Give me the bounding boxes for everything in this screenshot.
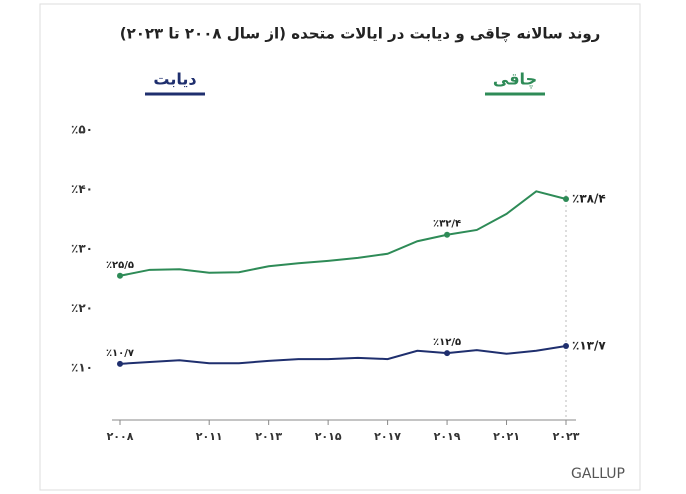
point bbox=[117, 272, 123, 279]
series-line bbox=[119, 190, 567, 277]
frame bbox=[39, 3, 641, 491]
point bbox=[444, 350, 451, 357]
point bbox=[563, 196, 569, 203]
x-tick-label: ۲۰۱۱ bbox=[196, 430, 223, 443]
data-label: ٪۱۳/۷ bbox=[572, 338, 606, 352]
x-tick-label: ۲۰۰۸ bbox=[107, 430, 134, 443]
legend-label: دیابت bbox=[153, 70, 196, 89]
point bbox=[563, 342, 569, 349]
point bbox=[444, 231, 451, 238]
y-tick-label: ٪۳۰ bbox=[71, 242, 93, 256]
x-tick-label: ۲۰۲۱ bbox=[493, 430, 520, 443]
data-label: ٪۱۰/۷ bbox=[106, 348, 134, 359]
data-label: ٪۲۵/۵ bbox=[106, 260, 134, 271]
y-tick-label: ٪۲۰ bbox=[71, 301, 93, 315]
data-label: ٪۳۲/۴ bbox=[433, 219, 461, 230]
x-tick-label: ۲۰۱۷ bbox=[374, 430, 401, 443]
point bbox=[117, 360, 123, 367]
data-label: ٪۳۸/۴ bbox=[572, 192, 606, 206]
y-tick-label: ٪۵۰ bbox=[71, 123, 93, 137]
source: GALLUP bbox=[571, 466, 625, 482]
x-tick-label: ۲۰۱۵ bbox=[315, 430, 342, 443]
legend-label: چاقی bbox=[493, 70, 537, 90]
y-tick-label: ٪۴۰ bbox=[71, 182, 93, 196]
x-tick-label: ۲۰۱۳ bbox=[255, 430, 282, 443]
y-tick-label: ٪۱۰ bbox=[71, 361, 93, 375]
x-tick-label: ۲۰۲۳ bbox=[553, 430, 580, 443]
series-line bbox=[119, 344, 567, 365]
data-label: ٪۱۲/۵ bbox=[433, 337, 461, 348]
chart-title: روند سالانه چاقی و دیابت در ایالات متحده… bbox=[120, 25, 601, 44]
x-tick-label: ۲۰۱۹ bbox=[434, 430, 461, 443]
